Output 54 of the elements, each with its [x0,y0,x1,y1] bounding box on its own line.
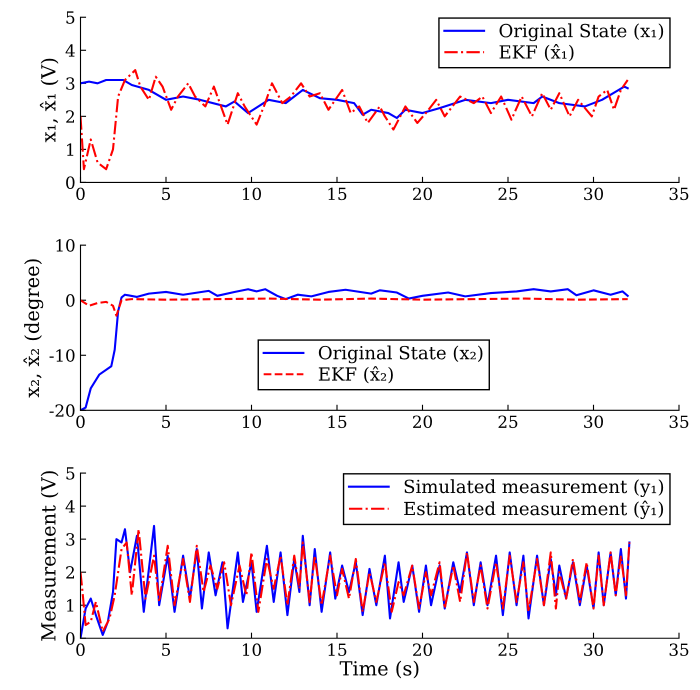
y-tick-label: 3 [66,77,74,90]
y-tick-label: -20 [50,404,75,417]
x-tick-label: 30 [584,643,603,656]
x-tick-label: 0 [76,643,85,656]
x-tick-label: 10 [242,188,261,200]
y-tick-label: 3 [66,533,74,546]
y-tick-label: 0 [66,176,75,189]
y-tick-label: 4 [66,500,75,512]
y-axis-title: x₂, x̂₂ (degree) [23,259,44,398]
x-tick-label: 0 [76,415,85,428]
y-tick-label: 0 [66,632,75,645]
legend-label: Original State (x₁) [500,23,664,42]
legend-label: EKF (x̂₂) [318,366,393,384]
x-tick-label: 10 [242,643,261,656]
x-axis-title: Time (s) [340,660,418,678]
x-tick-label: 20 [413,643,432,656]
x-tick-label: 25 [498,643,518,656]
line-series [80,288,629,410]
x-tick-label: 15 [328,188,346,200]
y-tick-label: 0 [66,294,75,307]
x-tick-label: 35 [670,188,688,200]
y-tick-label: 4 [66,44,75,57]
x-tick-label: 5 [162,416,170,428]
x-tick-label: 0 [76,188,85,200]
x-tick-label: 10 [242,415,261,428]
y-tick-label: -10 [50,349,75,362]
y-tick-label: 1 [67,599,74,612]
x-tick-label: 25 [498,415,518,428]
x-tick-label: 15 [328,415,346,428]
y-tick-label: 10 [56,239,75,252]
x-tick-label: 30 [584,415,603,428]
x-tick-label: 5 [162,644,170,656]
legend-label: Estimated measurement (ŷ₁) [404,500,664,520]
x-tick-label: 35 [670,415,688,428]
y-axis-title: x₁, x̂₁ (V) [40,58,58,142]
x-tick-label: 20 [413,415,432,428]
x-tick-label: 30 [584,188,603,200]
y-tick-label: 2 [66,566,74,579]
line-series [80,298,629,317]
y-axis-title: Measurement (V) [40,471,58,641]
line-series [80,78,629,120]
legend-label: Original State (x₂) [318,346,482,364]
y-tick-label: 2 [66,110,74,123]
y-tick-label: 5 [66,11,74,24]
x-tick-label: 15 [328,643,346,656]
legend-label: EKF (x̂₁) [500,44,574,62]
line-series [80,69,629,170]
y-tick-label: 1 [67,143,74,156]
x-tick-label: 25 [498,188,518,200]
x-tick-label: 35 [670,643,688,656]
legend-label: Simulated measurement (y₁) [404,479,664,498]
x-tick-label: 20 [413,188,432,200]
y-tick-label: 5 [66,467,74,480]
x-tick-label: 5 [162,188,170,200]
